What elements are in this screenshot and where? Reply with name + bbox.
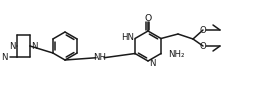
Text: N: N (31, 41, 37, 50)
Text: HN: HN (121, 33, 134, 42)
Text: NH₂: NH₂ (167, 50, 184, 59)
Text: O: O (199, 41, 205, 50)
Text: NH: NH (93, 53, 106, 62)
Text: N: N (2, 53, 8, 62)
Text: N: N (9, 41, 16, 50)
Text: N: N (148, 59, 155, 68)
Text: O: O (199, 25, 205, 34)
Text: O: O (144, 14, 151, 23)
